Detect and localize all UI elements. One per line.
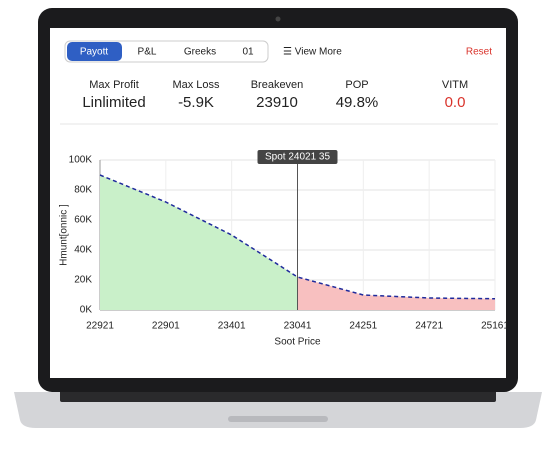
- y-axis-title: Hmunt[onnic ]: [59, 204, 70, 266]
- y-tick-label: 40K: [74, 245, 92, 256]
- x-tick-label: 25161: [481, 321, 509, 332]
- payoff-area: [100, 175, 298, 310]
- view-more[interactable]: ☰ View More: [283, 47, 342, 58]
- tab[interactable]: 01: [242, 47, 254, 58]
- x-tick-label: 23041: [284, 321, 312, 332]
- x-tick-label: 22901: [152, 321, 180, 332]
- stat-label: POP: [345, 79, 368, 91]
- stat-value: Linlimited: [82, 94, 145, 111]
- stat-value: -5.9K: [178, 94, 214, 111]
- y-tick-label: 0K: [80, 305, 93, 316]
- x-tick-label: 24251: [349, 321, 377, 332]
- x-tick-label: 23401: [218, 321, 246, 332]
- x-tick-label: 24721: [415, 321, 443, 332]
- stat-value: 0.0: [445, 94, 466, 111]
- spot-label-bg: [257, 150, 338, 164]
- tab[interactable]: Greeks: [184, 47, 216, 58]
- tab[interactable]: Payott: [80, 47, 109, 58]
- tab[interactable]: P&L: [138, 47, 157, 58]
- stat-value: 49.8%: [336, 94, 379, 111]
- y-tick-label: 100K: [69, 155, 93, 166]
- reset-button[interactable]: Reset: [466, 47, 492, 58]
- payoff-line: [99, 174, 496, 300]
- y-tick-label: 80K: [74, 185, 92, 196]
- stat-label: Breakeven: [251, 79, 304, 91]
- trackpad-notch: [228, 416, 328, 422]
- x-tick-label: 22921: [86, 321, 114, 332]
- tab-selected-bg: [67, 42, 122, 61]
- stat-label: Max Loss: [172, 79, 220, 91]
- payoff-area: [297, 277, 495, 310]
- y-tick-label: 20K: [74, 275, 92, 286]
- y-tick-label: 60K: [74, 215, 92, 226]
- spot-label: Spot 24021 35: [265, 152, 330, 163]
- x-axis-title: Soot Price: [274, 337, 321, 348]
- stat-label: VITM: [442, 79, 468, 91]
- stat-label: Max Profit: [89, 79, 139, 91]
- camera: [275, 16, 281, 22]
- stat-value: 23910: [256, 94, 298, 111]
